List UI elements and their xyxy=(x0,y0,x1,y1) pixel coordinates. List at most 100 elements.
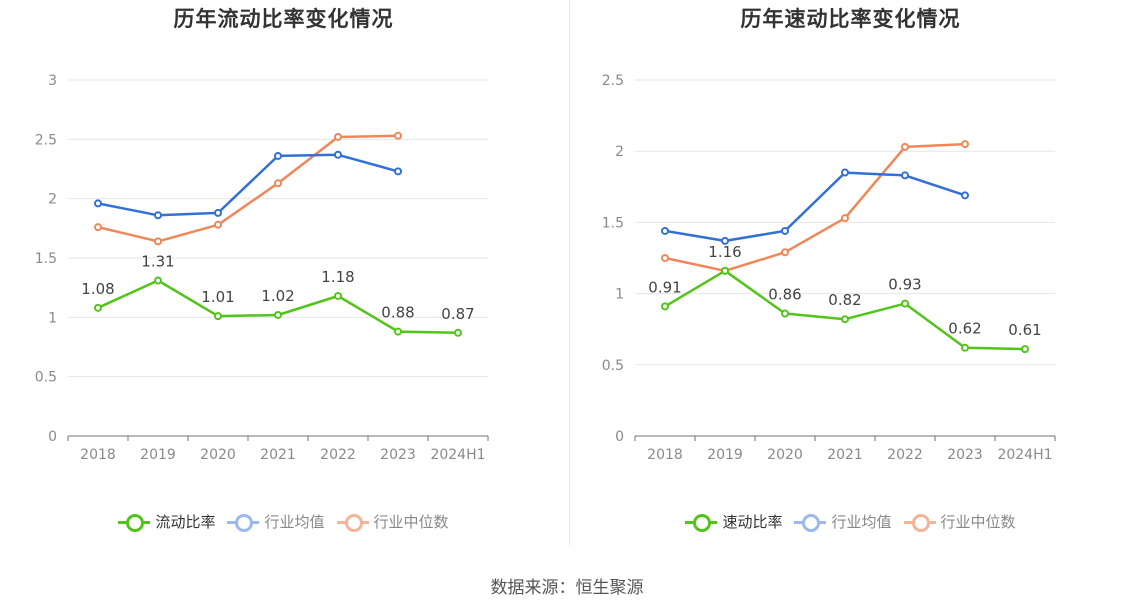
y-tick-label: 0 xyxy=(48,429,57,445)
y-tick-label: 2 xyxy=(615,144,624,160)
data-point xyxy=(721,266,729,275)
chart-legend: 流动比率 行业均值 行业中位数 xyxy=(0,511,567,532)
data-point xyxy=(334,150,342,159)
data-point xyxy=(274,310,282,319)
series-line xyxy=(97,134,399,243)
data-point xyxy=(901,142,909,151)
legend-item-industry-median[interactable]: 行业中位数 xyxy=(336,511,449,532)
legend-item-ratio[interactable]: 速动比率 xyxy=(685,511,782,532)
legend-marker-icon xyxy=(685,512,718,532)
data-source-note: 数据来源：恒生聚源 xyxy=(490,578,644,598)
data-label: 0.91 xyxy=(648,278,681,296)
data-label: 0.93 xyxy=(888,276,921,294)
data-label: 1.18 xyxy=(321,268,354,286)
data-point xyxy=(214,208,222,217)
current-ratio-plot: 0 0.5 1 1.5 2 2.5 3 2018 2019 2020 2021 2022 2023 202… xyxy=(35,73,489,463)
data-point xyxy=(781,226,789,235)
data-point xyxy=(454,328,462,337)
data-label: 1.31 xyxy=(141,253,174,271)
data-point xyxy=(94,199,102,208)
data-point xyxy=(394,131,402,140)
y-tick-label: 3 xyxy=(48,73,57,89)
data-point xyxy=(94,223,102,232)
data-point xyxy=(661,302,669,311)
data-point xyxy=(841,214,849,223)
legend-item-ratio[interactable]: 流动比率 xyxy=(118,511,215,532)
data-point xyxy=(394,327,402,336)
data-point xyxy=(781,248,789,257)
data-point xyxy=(961,343,969,352)
x-tick-label: 2020 xyxy=(767,447,803,463)
x-tick-label: 2023 xyxy=(380,447,416,463)
data-point xyxy=(154,276,162,285)
data-point xyxy=(394,167,402,176)
x-tick-label: 2020 xyxy=(200,447,236,463)
data-point xyxy=(901,299,909,308)
legend-label: 行业中位数 xyxy=(940,513,1016,531)
data-point xyxy=(1021,345,1029,354)
legend-item-industry-average[interactable]: 行业均值 xyxy=(227,511,325,532)
series-line xyxy=(664,171,966,243)
legend-item-industry-average[interactable]: 行业均值 xyxy=(794,511,892,532)
y-tick-label: 1 xyxy=(615,287,624,303)
x-tick-label: 2019 xyxy=(707,447,743,463)
data-point xyxy=(274,179,282,188)
data-point xyxy=(274,151,282,160)
x-tick-label: 2024H1 xyxy=(430,447,485,463)
y-tick-label: 2 xyxy=(48,192,57,208)
x-tick-label: 2018 xyxy=(80,447,116,463)
data-point xyxy=(841,315,849,324)
data-label: 0.61 xyxy=(1008,321,1041,339)
quick-ratio-chart: 历年速动比率变化情况 0 0.5 1 1.5 2 2.5 2018 2019 2020 2021 2… xyxy=(567,0,1134,560)
data-point xyxy=(721,236,729,245)
legend-marker-icon xyxy=(794,512,827,532)
data-label: 0.62 xyxy=(948,320,981,338)
x-tick-label: 2022 xyxy=(320,447,356,463)
y-tick-label: 0.5 xyxy=(602,358,624,374)
data-label: 0.82 xyxy=(828,291,861,309)
series-line xyxy=(97,153,399,217)
y-tick-label: 1.5 xyxy=(602,215,624,231)
legend-label: 行业均值 xyxy=(831,513,892,531)
legend-item-industry-median[interactable]: 行业中位数 xyxy=(903,511,1016,532)
x-tick-label: 2019 xyxy=(140,447,176,463)
data-point xyxy=(214,312,222,321)
x-tick-label: 2024H1 xyxy=(997,447,1052,463)
data-label: 0.88 xyxy=(381,304,414,322)
x-tick-label: 2023 xyxy=(947,447,983,463)
x-tick-label: 2018 xyxy=(647,447,683,463)
data-point xyxy=(781,309,789,318)
data-point xyxy=(334,291,342,300)
data-label: 0.86 xyxy=(768,286,801,304)
series-line xyxy=(664,142,966,273)
legend-marker-icon xyxy=(336,512,369,532)
data-point xyxy=(214,220,222,229)
data-point xyxy=(661,226,669,235)
legend-marker-icon xyxy=(903,512,936,532)
legend-marker-icon xyxy=(118,512,151,532)
data-point xyxy=(901,171,909,180)
data-label: 1.01 xyxy=(201,288,234,306)
data-label: 1.02 xyxy=(261,287,294,305)
x-tick-label: 2021 xyxy=(260,447,296,463)
chart-title: 历年速动比率变化情况 xyxy=(740,7,961,31)
data-point xyxy=(661,254,669,262)
x-tick-label: 2022 xyxy=(887,447,923,463)
legend-label: 行业中位数 xyxy=(373,513,449,531)
legend-marker-icon xyxy=(227,512,260,532)
y-tick-label: 2.5 xyxy=(602,73,624,89)
legend-label: 行业均值 xyxy=(264,513,325,531)
data-label: 1.08 xyxy=(81,280,114,298)
legend-label: 速动比率 xyxy=(722,513,783,531)
y-tick-label: 1 xyxy=(48,310,57,326)
data-point xyxy=(961,191,969,200)
panel-divider xyxy=(569,0,570,545)
y-tick-label: 2.5 xyxy=(35,132,57,148)
data-point xyxy=(961,140,969,149)
data-label: 0.87 xyxy=(441,305,474,323)
data-point xyxy=(334,132,342,141)
chart-title: 历年流动比率变化情况 xyxy=(173,7,394,31)
quick-ratio-plot: 0 0.5 1 1.5 2 2.5 2018 2019 2020 2021 2022 2023 2024… xyxy=(602,73,1056,463)
legend-label: 流动比率 xyxy=(155,513,216,531)
x-tick-label: 2021 xyxy=(827,447,863,463)
